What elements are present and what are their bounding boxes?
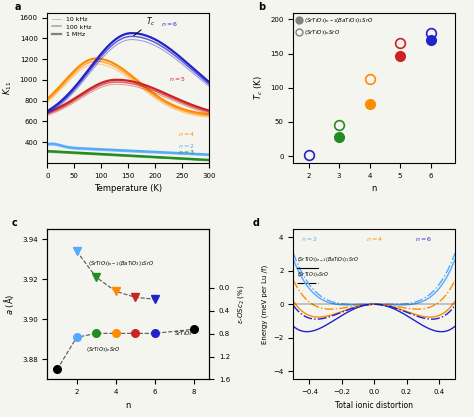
Text: $(SrTiO_3)_nSrO$: $(SrTiO_3)_nSrO$ — [297, 270, 329, 279]
Text: $(SrTiO_3)_nSrO$: $(SrTiO_3)_nSrO$ — [86, 345, 121, 354]
Text: d: d — [253, 218, 260, 228]
Y-axis label: $a$ (Å): $a$ (Å) — [2, 294, 17, 315]
Text: $n=2$: $n=2$ — [301, 235, 319, 243]
Legend: 10 kHz, 100 kHz, 1 MHz: 10 kHz, 100 kHz, 1 MHz — [51, 15, 93, 38]
Text: $SrTiO_3$: $SrTiO_3$ — [174, 329, 193, 338]
Text: $n=6$: $n=6$ — [415, 235, 432, 243]
Legend: $(SrTiO_3)_{n-1}(BaTiO_3)_1SrO$, $(SrTiO_3)_nSrO$: $(SrTiO_3)_{n-1}(BaTiO_3)_1SrO$, $(SrTiO… — [296, 15, 375, 38]
Text: $(SrTiO_3)_{n-1}(BaTiO_3)_1SrO$: $(SrTiO_3)_{n-1}(BaTiO_3)_1SrO$ — [297, 255, 358, 264]
Text: b: b — [258, 2, 265, 12]
Text: $n=6$: $n=6$ — [161, 20, 178, 28]
Y-axis label: $K_{11}$: $K_{11}$ — [1, 80, 14, 95]
X-axis label: Temperature (K): Temperature (K) — [94, 184, 162, 193]
Text: a: a — [15, 2, 21, 12]
Text: $n=5$: $n=5$ — [169, 75, 186, 83]
X-axis label: n: n — [372, 184, 377, 193]
X-axis label: Total ionic distortion: Total ionic distortion — [335, 401, 413, 410]
Text: $n=2$: $n=2$ — [178, 142, 195, 150]
X-axis label: n: n — [126, 401, 131, 410]
Text: $T_c$: $T_c$ — [134, 16, 155, 36]
Text: c: c — [12, 218, 18, 228]
Text: $n=4$: $n=4$ — [366, 235, 383, 243]
Text: $n=4$: $n=4$ — [178, 131, 196, 138]
Text: $(SrTiO_3)_{n-1}(BaTiO_3)_1SrO$: $(SrTiO_3)_{n-1}(BaTiO_3)_1SrO$ — [88, 259, 155, 268]
Y-axis label: $\varepsilon$-$OSc_2$ (%): $\varepsilon$-$OSc_2$ (%) — [236, 285, 246, 324]
Text: $n=3$: $n=3$ — [178, 148, 196, 156]
Y-axis label: $T_c$ (K): $T_c$ (K) — [252, 75, 264, 100]
Y-axis label: Energy (meV per Lu /f): Energy (meV per Lu /f) — [261, 265, 268, 344]
